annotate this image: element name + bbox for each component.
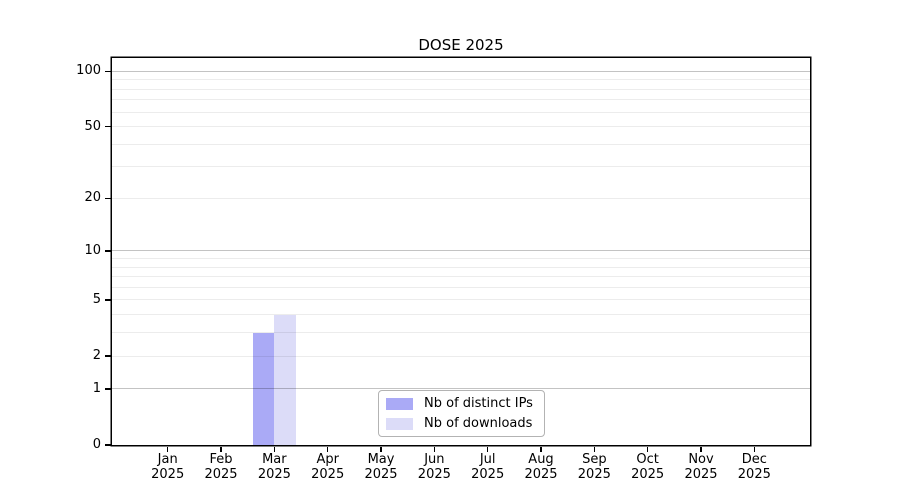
major-gridline [112,250,810,252]
y-axis-tick-label: 2 [92,348,101,364]
x-axis-tick-label: Aug 2025 [524,452,558,482]
x-axis-tick-label: May 2025 [364,452,398,482]
minor-gridline [112,79,810,81]
legend: Nb of distinct IPs Nb of downloads [378,390,545,437]
y-axis-tick-label: 0 [92,437,101,452]
x-axis-tick-label: Jul 2025 [471,452,505,482]
minor-gridline [112,355,810,357]
x-axis-tick [380,446,382,452]
bar-downloads-mar [274,314,296,445]
x-axis-tick-label: Nov 2025 [684,452,718,482]
x-axis-tick-label: Apr 2025 [311,452,345,482]
minor-gridline [112,111,810,113]
x-axis-tick-label: Jun 2025 [417,452,451,482]
x-axis-tick [220,446,222,452]
x-axis-tick-label: Sep 2025 [577,452,611,482]
plot-area [112,58,810,445]
legend-item-distinct-ips: Nb of distinct IPs [386,395,544,413]
x-axis-tick [700,446,702,452]
legend-swatch-downloads [386,417,413,430]
y-axis-tick-label: 20 [84,190,101,206]
minor-gridline [112,299,810,301]
y-axis-tick [104,70,111,73]
minor-gridline [112,258,810,260]
bar-distinct-ips-mar [252,332,275,445]
legend-label-downloads: Nb of downloads [424,416,533,431]
y-axis-tick-label: 10 [84,242,101,258]
x-axis-tick-label: Jan 2025 [151,452,185,482]
x-axis-tick [326,446,329,452]
x-axis-tick [593,446,596,452]
legend-swatch-distinct-ips [386,397,413,410]
x-axis-tick [753,446,756,452]
y-axis-tick [104,125,111,128]
y-axis-tick [104,388,111,390]
x-axis-tick [540,446,542,452]
minor-gridline [112,88,810,90]
y-axis-tick [104,197,111,200]
x-axis-tick [273,446,276,452]
x-axis-tick [166,446,169,452]
minor-gridline [112,286,810,288]
minor-gridline [112,314,810,316]
y-axis-tick-label: 5 [92,291,101,307]
minor-gridline [112,99,810,101]
x-axis-tick-label: Feb 2025 [204,452,238,482]
major-gridline [112,388,810,390]
minor-gridline [112,143,810,145]
minor-gridline [112,332,810,334]
legend-item-downloads: Nb of downloads [386,415,544,433]
y-axis-tick-label: 50 [84,118,101,134]
y-axis-tick-label: 100 [76,63,101,79]
y-axis-tick-label: 1 [92,380,101,396]
chart-title: DOSE 2025 [418,36,504,54]
y-axis-tick [104,355,111,357]
y-axis-tick [104,299,111,301]
minor-gridline [112,166,810,168]
y-axis-tick [104,444,111,446]
x-axis-tick [486,446,489,452]
minor-gridline [112,126,810,128]
x-axis-tick-label: Mar 2025 [257,452,291,482]
minor-gridline [112,276,810,278]
x-axis-tick [433,446,436,452]
minor-gridline [112,266,810,268]
x-axis-tick-label: Dec 2025 [737,452,771,482]
legend-label-distinct-ips: Nb of distinct IPs [424,396,533,411]
major-gridline [112,70,810,72]
minor-gridline [112,197,810,199]
x-axis-tick-label: Oct 2025 [631,452,665,482]
x-axis-tick [646,446,649,452]
y-axis-tick [104,250,111,252]
